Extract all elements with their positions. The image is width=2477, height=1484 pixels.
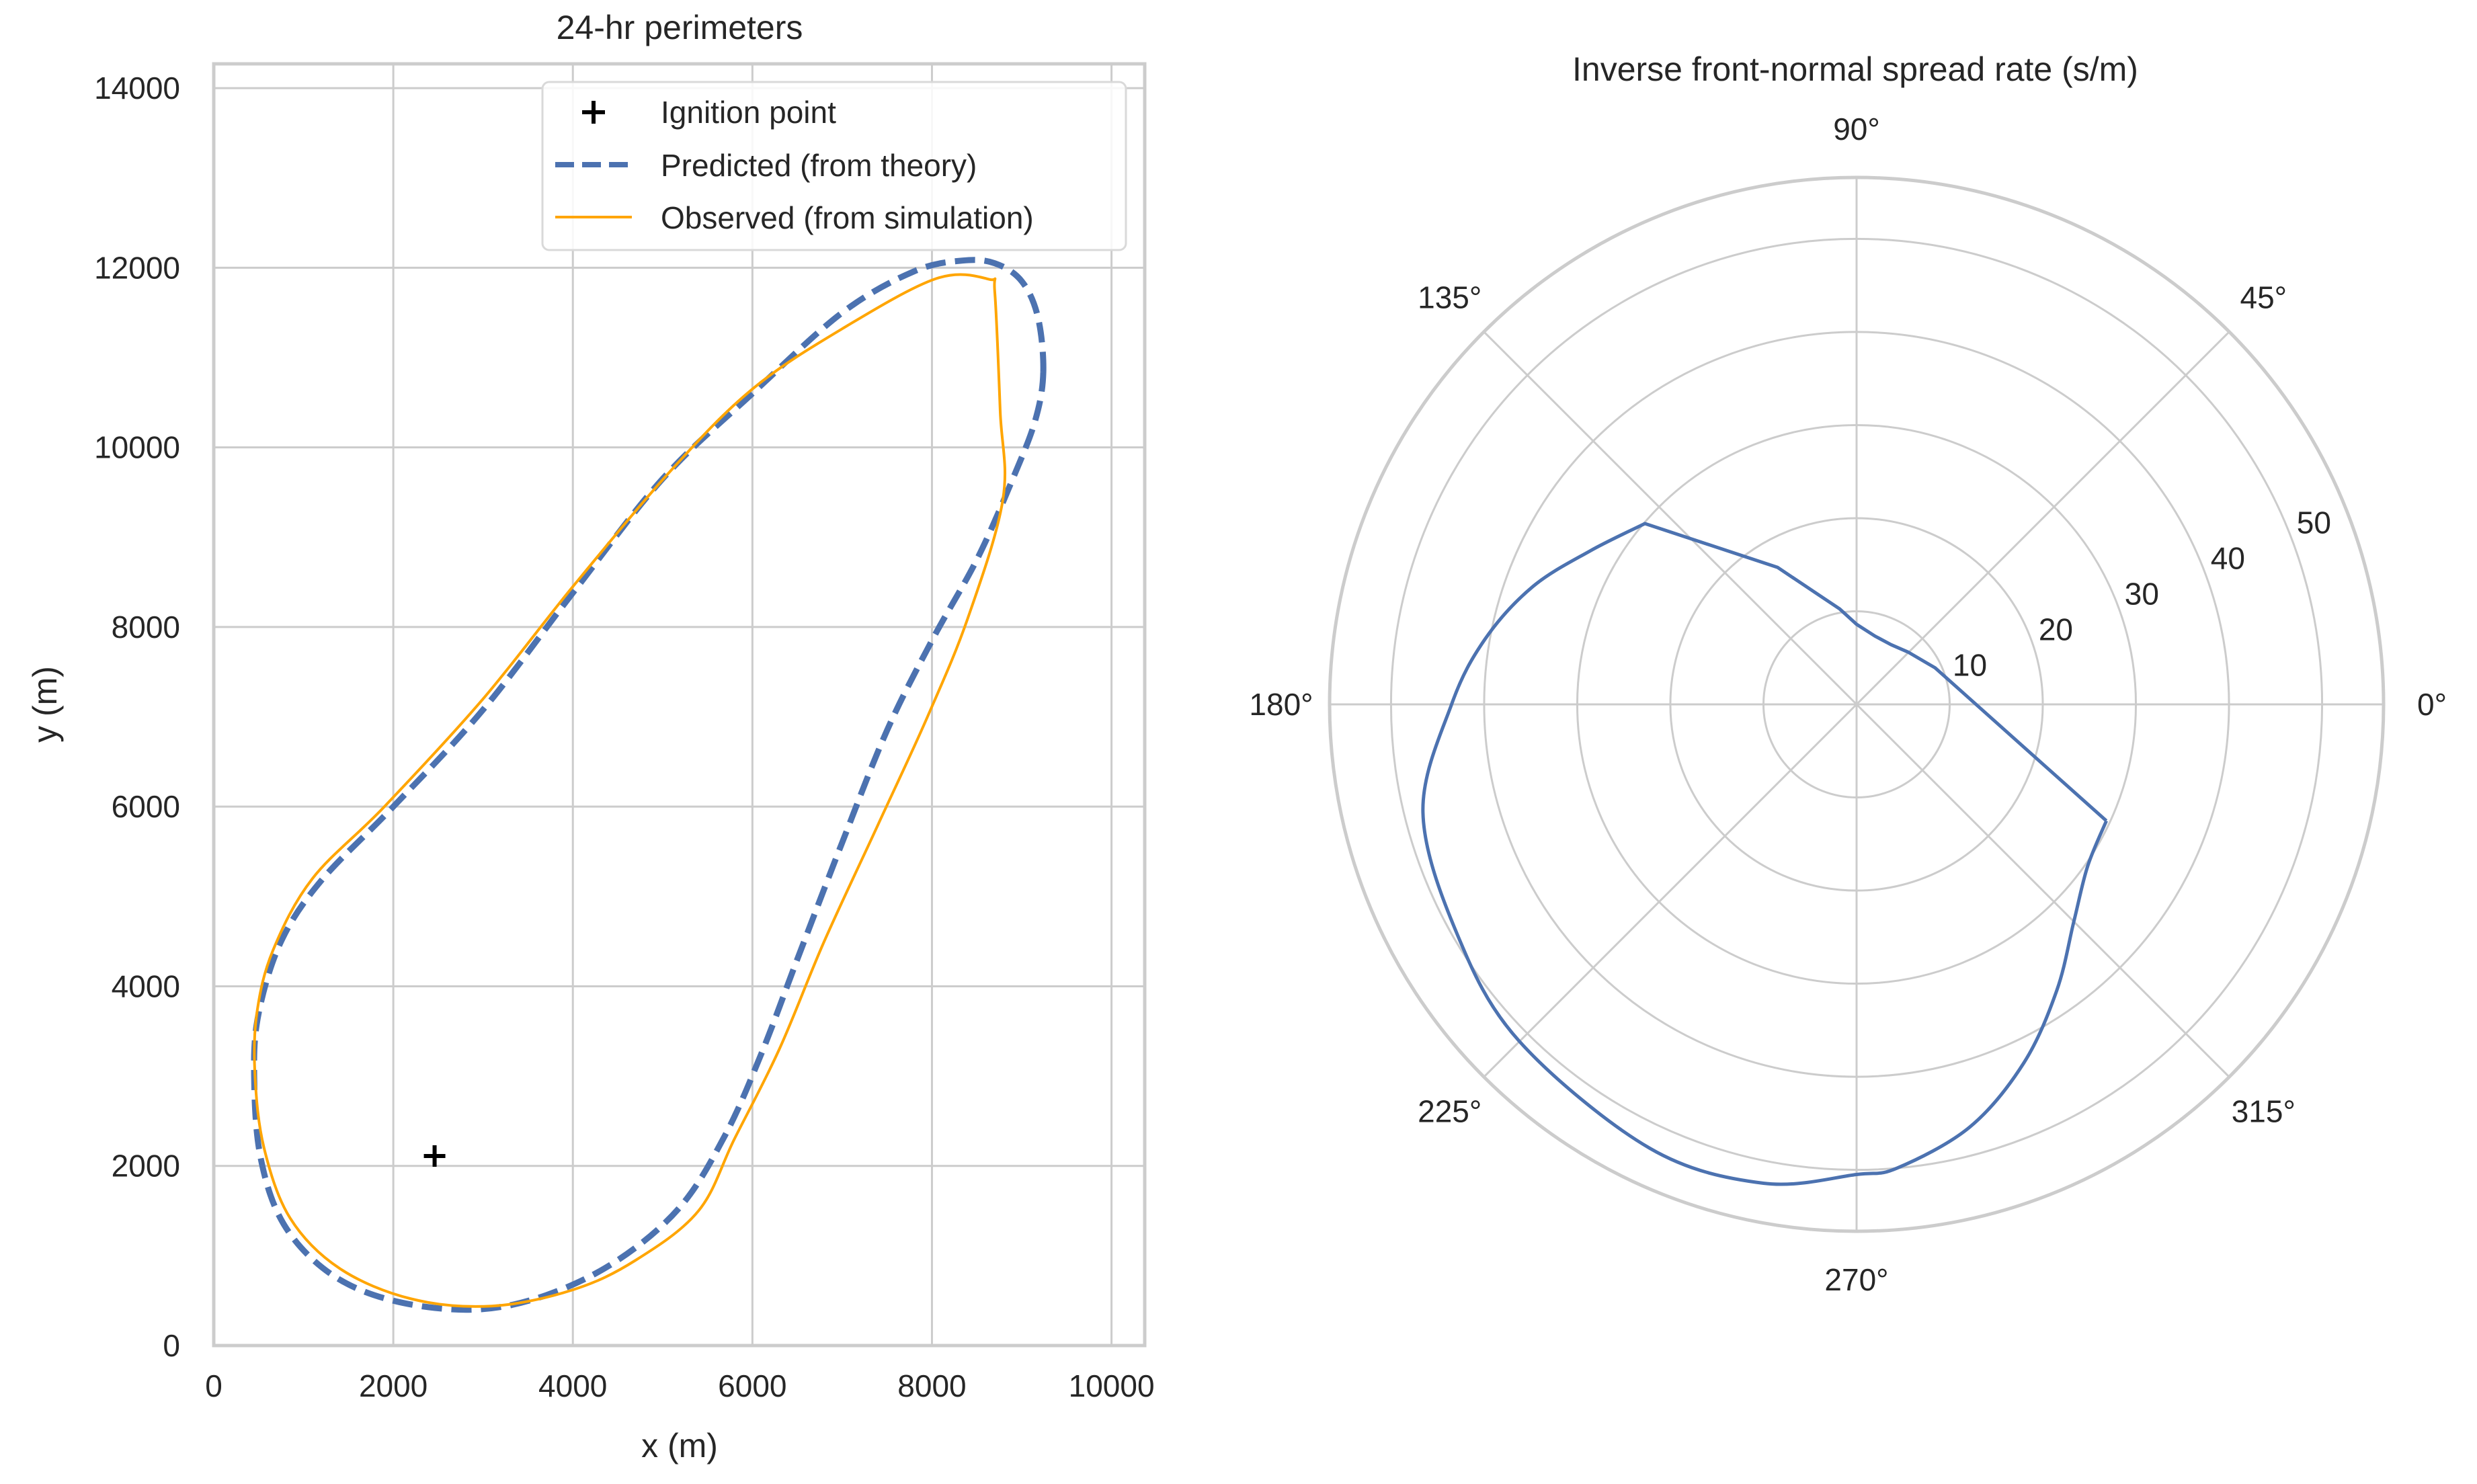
- legend: Ignition point Predicted (from theory) O…: [541, 81, 1127, 251]
- y-tick-labels: 0 2000 4000 6000 8000 10000 12000 14000: [94, 71, 180, 1363]
- legend-entry-ignition: Ignition point: [582, 95, 836, 130]
- x-tick-label: 2000: [359, 1368, 428, 1403]
- y-tick-label: 2000: [112, 1149, 180, 1184]
- theta-tick-label: 180°: [1249, 687, 1313, 722]
- r-tick-labels: 10 20 30 40 50: [1953, 505, 2331, 682]
- x-tick-label: 8000: [897, 1368, 966, 1403]
- y-tick-label: 4000: [112, 968, 180, 1003]
- r-tick-label: 10: [1953, 647, 1987, 682]
- theta-tick-label: 90°: [1833, 112, 1880, 147]
- chart-title: 24-hr perimeters: [557, 9, 803, 46]
- y-axis-label: y (m): [26, 666, 64, 743]
- chart-title: Inverse front-normal spread rate (s/m): [1572, 50, 2138, 88]
- r-tick-label: 40: [2211, 540, 2245, 575]
- x-tick-label: 0: [205, 1368, 222, 1403]
- y-tick-label: 0: [163, 1328, 180, 1363]
- r-tick-label: 30: [2125, 576, 2159, 611]
- legend-box: [541, 81, 1127, 251]
- theta-tick-label: 45°: [2240, 280, 2287, 315]
- polar-grid: [1328, 175, 2386, 1233]
- theta-tick-label: 135°: [1418, 280, 1481, 315]
- theta-tick-labels: 0° 45° 90° 135° 180° 225° 270° 315°: [1249, 112, 2447, 1297]
- grid-lines: [212, 64, 1145, 1347]
- x-tick-label: 6000: [718, 1368, 786, 1403]
- x-axis-label: x (m): [641, 1427, 718, 1465]
- polar-frame: [1328, 175, 2386, 1233]
- y-tick-label: 12000: [94, 250, 180, 285]
- theta-grid-line: [1483, 703, 1858, 1078]
- ignition-point-marker: [423, 1145, 446, 1167]
- y-tick-label: 8000: [112, 610, 180, 645]
- polar-curve: [1421, 522, 2108, 1186]
- theta-grid-line: [1855, 331, 2230, 706]
- theta-grid-line: [1483, 331, 1858, 706]
- plot-frame: [212, 62, 1147, 1348]
- predicted-perimeter-line: [251, 257, 1047, 1313]
- perimeter-chart: 24-hr perimeters 0 2000 4000 6000 8000 10000 …: [26, 9, 1155, 1465]
- observed-perimeter-line: [253, 273, 1007, 1308]
- perimeter-curves: [251, 257, 1047, 1313]
- y-tick-label: 10000: [94, 430, 180, 465]
- legend-entry-predicted: Predicted (from theory): [555, 148, 977, 183]
- y-tick-label: 14000: [94, 71, 180, 106]
- theta-tick-label: 0°: [2417, 687, 2447, 722]
- theta-tick-label: 225°: [1418, 1094, 1481, 1128]
- legend-label: Observed (from simulation): [661, 200, 1034, 235]
- r-tick-label: 50: [2297, 505, 2331, 540]
- x-tick-labels: 0 2000 4000 6000 8000 10000: [205, 1368, 1154, 1403]
- r-tick-label: 20: [2039, 612, 2073, 647]
- x-tick-label: 10000: [1069, 1368, 1155, 1403]
- legend-label: Predicted (from theory): [661, 148, 977, 183]
- polar-chart: Inverse front-normal spread rate (s/m) 0…: [1249, 50, 2447, 1297]
- theta-tick-label: 315°: [2232, 1094, 2296, 1128]
- legend-label: Ignition point: [661, 95, 836, 130]
- spread-rate-curve: [1421, 522, 2108, 1186]
- plus-marker-icon: [582, 101, 605, 124]
- theta-grid-line: [1855, 703, 2230, 1078]
- theta-tick-label: 270°: [1824, 1262, 1888, 1297]
- y-tick-label: 6000: [112, 789, 180, 824]
- legend-entry-observed: Observed (from simulation): [555, 200, 1034, 235]
- x-tick-label: 4000: [538, 1368, 607, 1403]
